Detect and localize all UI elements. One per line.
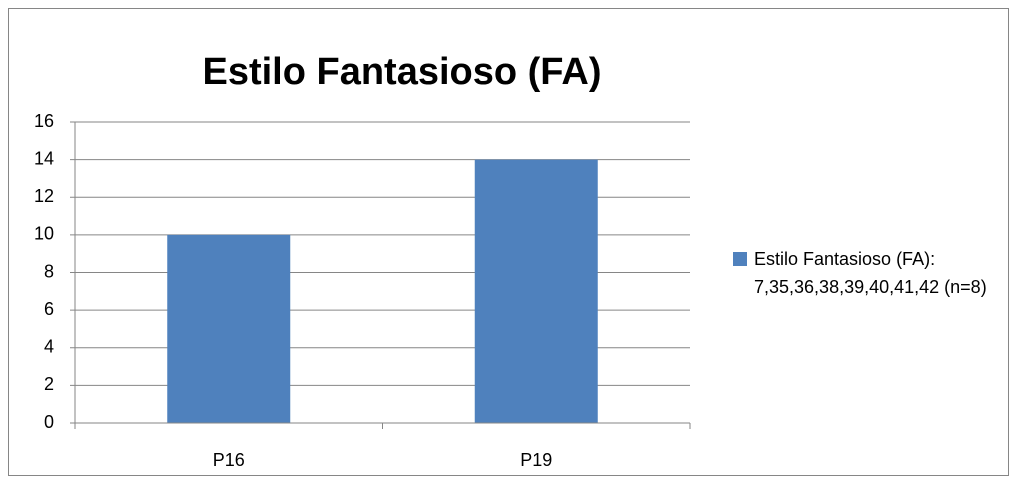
y-tick-label: 4 xyxy=(44,337,54,357)
y-tick-label: 2 xyxy=(44,374,54,394)
legend: Estilo Fantasioso (FA): 7,35,36,38,39,40… xyxy=(733,245,1008,301)
x-tick-label: P19 xyxy=(520,450,552,470)
legend-swatch xyxy=(733,252,747,266)
bar xyxy=(474,159,598,423)
y-tick-label: 16 xyxy=(34,111,54,131)
y-tick-label: 8 xyxy=(44,261,54,281)
bar xyxy=(167,234,291,423)
y-tick-label: 0 xyxy=(44,412,54,432)
y-tick-label: 10 xyxy=(34,224,54,244)
chart-title: Estilo Fantasioso (FA) xyxy=(202,51,601,93)
y-tick-label: 6 xyxy=(44,299,54,319)
y-tick-label: 12 xyxy=(34,186,54,206)
legend-label: Estilo Fantasioso (FA): 7,35,36,38,39,40… xyxy=(754,249,987,297)
y-tick-label: 14 xyxy=(34,148,54,168)
x-tick-label: P16 xyxy=(213,450,245,470)
